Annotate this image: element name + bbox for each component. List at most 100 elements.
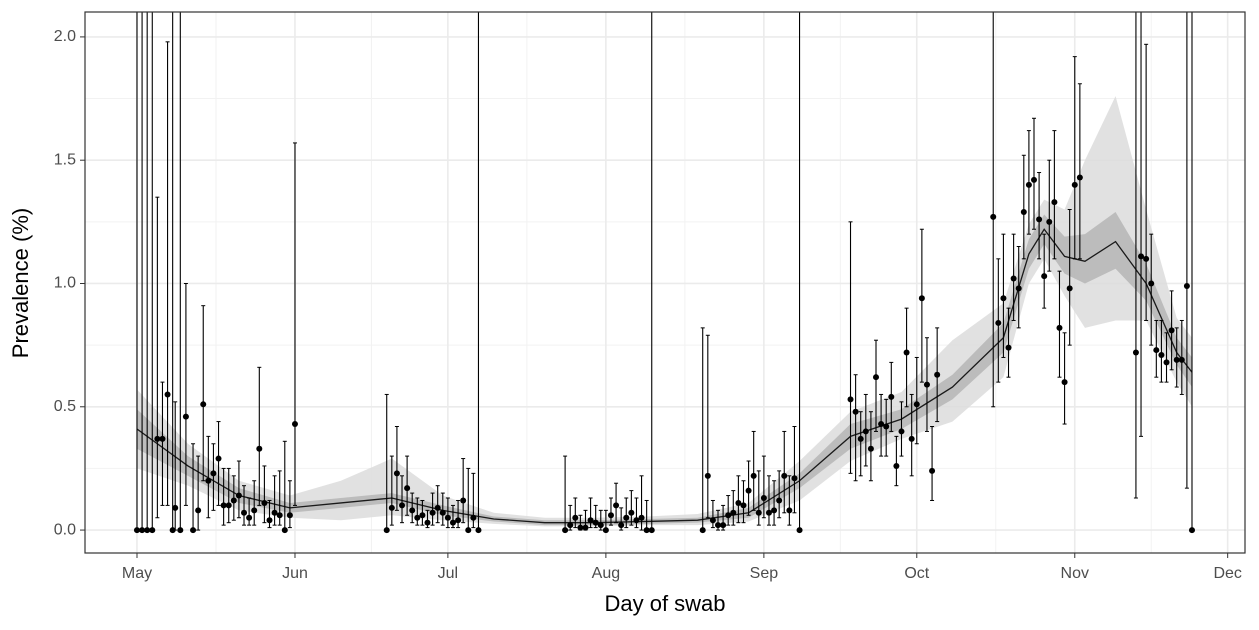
plot-area xyxy=(133,12,1195,534)
x-tick-label: Sep xyxy=(750,565,779,582)
data-point xyxy=(918,295,925,302)
data-point xyxy=(393,470,400,477)
data-point xyxy=(623,514,630,521)
data-point xyxy=(266,517,273,524)
data-point xyxy=(562,527,569,534)
data-point xyxy=(251,507,258,514)
data-point xyxy=(898,428,905,435)
data-point xyxy=(878,421,885,428)
data-point xyxy=(182,413,189,420)
y-tick-label: 1.5 xyxy=(54,151,76,168)
data-point xyxy=(419,512,426,519)
data-point xyxy=(862,428,869,435)
data-point xyxy=(159,435,166,442)
data-point xyxy=(873,374,880,381)
data-point xyxy=(597,522,604,529)
data-point xyxy=(281,527,288,534)
data-point xyxy=(1143,255,1150,262)
y-tick-label: 0.0 xyxy=(54,521,76,538)
data-point xyxy=(1183,282,1190,289)
data-point xyxy=(730,509,737,516)
data-point xyxy=(633,517,640,524)
y-tick-label: 2.0 xyxy=(54,28,76,45)
data-point xyxy=(1178,356,1185,363)
data-point xyxy=(434,504,441,511)
data-point xyxy=(1188,527,1195,534)
data-point xyxy=(139,527,146,534)
data-point xyxy=(618,522,625,529)
x-tick-label: Oct xyxy=(904,565,929,582)
x-tick-label: Nov xyxy=(1061,565,1089,582)
data-point xyxy=(246,514,253,521)
data-point xyxy=(577,524,584,531)
data-point xyxy=(256,445,263,452)
data-point xyxy=(776,497,783,504)
data-point xyxy=(215,455,222,462)
data-point xyxy=(164,391,171,398)
x-tick-label: Jul xyxy=(438,565,458,582)
data-point xyxy=(1066,285,1073,292)
data-point xyxy=(205,477,212,484)
data-point xyxy=(144,527,151,534)
data-point xyxy=(567,522,574,529)
data-point xyxy=(765,509,772,516)
data-point xyxy=(990,213,997,220)
data-point xyxy=(1061,379,1068,386)
y-axis-title: Prevalence (%) xyxy=(8,208,33,358)
data-point xyxy=(867,445,874,452)
data-point xyxy=(195,507,202,514)
data-point xyxy=(1138,253,1145,260)
data-point xyxy=(409,507,416,514)
data-point xyxy=(638,514,645,521)
data-point xyxy=(1173,356,1180,363)
panel-border xyxy=(84,11,1246,554)
data-point xyxy=(1168,327,1175,334)
data-point xyxy=(475,527,482,534)
data-point xyxy=(903,349,910,356)
data-point xyxy=(1051,199,1058,206)
data-point xyxy=(852,408,859,415)
data-point xyxy=(750,472,757,479)
data-point xyxy=(709,517,716,524)
data-point xyxy=(225,502,232,509)
data-point xyxy=(592,519,599,526)
data-point xyxy=(460,497,467,504)
data-point xyxy=(399,502,406,509)
data-point xyxy=(1005,344,1012,351)
data-point xyxy=(643,527,650,534)
data-point xyxy=(291,421,298,428)
data-point xyxy=(1036,216,1043,223)
plot-panel xyxy=(85,12,1245,553)
data-point xyxy=(424,519,431,526)
data-point xyxy=(791,475,798,482)
data-point xyxy=(1010,275,1017,282)
data-point xyxy=(449,519,456,526)
data-point xyxy=(1158,351,1165,358)
data-point xyxy=(1025,181,1032,188)
data-point xyxy=(893,462,900,469)
grid xyxy=(85,12,1245,553)
x-tick-label: Jun xyxy=(282,565,308,582)
data-point xyxy=(913,401,920,408)
data-point xyxy=(388,504,395,511)
data-point xyxy=(607,512,614,519)
data-point xyxy=(628,509,635,516)
data-point xyxy=(455,517,462,524)
data-point xyxy=(760,495,767,502)
data-point xyxy=(1071,181,1078,188)
x-tick-label: Dec xyxy=(1213,565,1241,582)
data-point xyxy=(149,527,156,534)
data-point xyxy=(190,527,197,534)
data-point xyxy=(286,512,293,519)
data-point xyxy=(704,472,711,479)
data-point xyxy=(172,504,179,511)
data-point xyxy=(404,485,411,492)
x-tick-label: May xyxy=(122,565,152,582)
data-point xyxy=(177,527,184,534)
data-point xyxy=(745,487,752,494)
data-point xyxy=(220,502,227,509)
y-tick-label: 1.0 xyxy=(54,275,76,292)
data-point xyxy=(1041,273,1048,280)
data-point xyxy=(1163,359,1170,366)
